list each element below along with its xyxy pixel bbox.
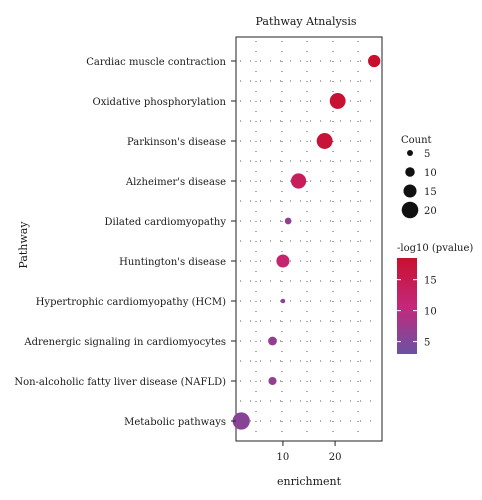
pvalue-tick-label: 5 <box>424 338 430 349</box>
count-legend-label: 15 <box>424 187 437 198</box>
y-tick-label: Dilated cardiomyopathy <box>105 217 227 228</box>
pvalue-legend-title: -log10 (pvalue) <box>397 243 473 254</box>
pathway-point <box>280 298 286 304</box>
pathway-point <box>276 254 290 268</box>
count-legend-dot <box>401 201 419 219</box>
pvalue-tick-label: 15 <box>424 276 437 287</box>
y-tick-labels: Cardiac muscle contraction Oxidative phos… <box>14 57 236 428</box>
y-tick-label: Metabolic pathways <box>124 417 226 428</box>
plot-panel <box>235 36 383 442</box>
pathway-point <box>316 133 333 149</box>
count-legend-label: 20 <box>424 206 437 217</box>
pvalue-colorbar <box>397 258 417 354</box>
pathway-point <box>329 93 346 109</box>
count-legend: Count 5 10 15 20 <box>401 135 437 219</box>
y-tick-label: Adrenergic signaling in cardiomyocytes <box>23 337 226 348</box>
y-tick-label: Cardiac muscle contraction <box>86 57 226 68</box>
y-axis-title: Pathway <box>17 221 30 269</box>
pathway-point <box>368 54 381 68</box>
count-legend-label: 5 <box>424 149 430 160</box>
y-tick-label: Parkinson's disease <box>127 137 226 148</box>
count-legend-title: Count <box>401 135 432 146</box>
count-legend-dot <box>403 184 417 198</box>
y-tick-label: Huntington's disease <box>119 257 226 268</box>
pathway-point <box>268 336 277 346</box>
pathway-point <box>290 173 307 189</box>
y-tick-label: Oxidative phosphorylation <box>93 97 227 108</box>
pvalue-tick-label: 10 <box>424 307 437 318</box>
pathway-point <box>232 412 250 430</box>
y-tick-label: Non-alcoholic fatty liver disease (NAFLD… <box>14 377 226 388</box>
x-tick-label: 10 <box>277 452 290 463</box>
x-tick-label: 20 <box>329 452 342 463</box>
count-legend-label: 10 <box>424 168 437 179</box>
data-points <box>232 54 381 430</box>
y-tick-label: Alzheimer's disease <box>125 177 226 188</box>
pvalue-legend: -log10 (pvalue) 5 10 15 <box>397 243 473 354</box>
x-axis-title: enrichment <box>277 475 342 488</box>
pathway-point <box>268 376 277 386</box>
y-tick-label: Hypertrophic cardiomyopathy (HCM) <box>36 297 226 308</box>
x-axis-ticks: 10 20 <box>277 441 342 463</box>
pathway-point <box>284 217 292 225</box>
count-legend-dot <box>407 150 413 156</box>
gridlines <box>240 41 380 439</box>
count-legend-dot <box>405 167 415 177</box>
chart-title: Pathway Atnalysis <box>255 15 356 28</box>
